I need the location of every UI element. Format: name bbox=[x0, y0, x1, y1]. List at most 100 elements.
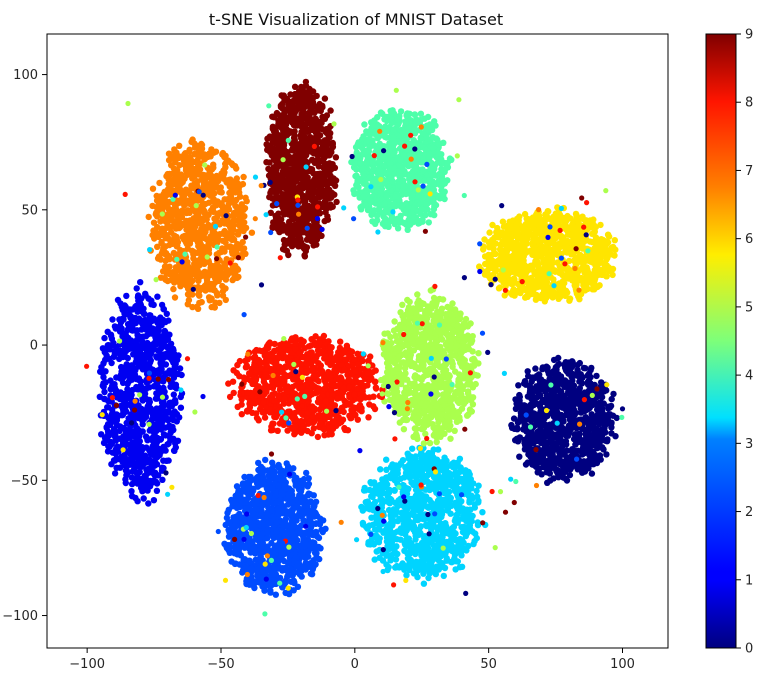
scatter-point bbox=[539, 453, 547, 461]
scatter-point bbox=[123, 292, 130, 300]
scatter-point bbox=[603, 451, 610, 458]
scatter-point bbox=[163, 310, 170, 317]
scatter-point bbox=[383, 456, 390, 463]
scatter-point bbox=[555, 471, 562, 478]
scatter-point bbox=[260, 481, 267, 488]
scatter-point bbox=[426, 559, 434, 567]
scatter-point bbox=[101, 334, 108, 342]
scatter-point bbox=[249, 523, 256, 531]
scatter-point bbox=[160, 457, 167, 464]
scatter-point bbox=[138, 413, 145, 421]
scatter-point bbox=[117, 402, 125, 410]
scatter-point bbox=[447, 497, 454, 504]
scatter-point bbox=[122, 479, 129, 487]
scatter-point bbox=[534, 412, 541, 419]
scatter-point bbox=[562, 364, 569, 372]
scatter-point bbox=[587, 422, 594, 429]
scatter-point bbox=[588, 470, 596, 477]
scatter-point bbox=[521, 406, 528, 414]
scatter-point bbox=[274, 498, 281, 506]
scatter-point bbox=[156, 412, 163, 419]
scatter-point bbox=[411, 472, 418, 480]
scatter-point bbox=[440, 139, 447, 146]
scatter-point bbox=[144, 403, 151, 410]
scatter-point bbox=[133, 375, 140, 383]
scatter-point bbox=[122, 330, 129, 337]
scatter-point bbox=[284, 465, 292, 472]
scatter-point bbox=[154, 319, 162, 326]
scatter-point bbox=[160, 431, 168, 438]
scatter-point bbox=[359, 519, 367, 527]
scatter-point bbox=[176, 365, 184, 372]
scatter-point bbox=[103, 424, 110, 432]
scatter-point bbox=[600, 427, 607, 434]
scatter-point bbox=[385, 506, 393, 514]
scatter-point bbox=[436, 514, 443, 522]
scatter-point bbox=[391, 535, 398, 543]
scatter-point bbox=[515, 382, 522, 389]
scatter-point bbox=[409, 191, 416, 198]
scatter-point bbox=[427, 137, 434, 144]
scatter-point bbox=[361, 121, 368, 128]
scatter-point bbox=[162, 408, 169, 416]
scatter-point bbox=[138, 317, 145, 324]
scatter-point bbox=[576, 385, 583, 392]
scatter-point bbox=[453, 478, 460, 485]
scatter-point bbox=[126, 306, 133, 313]
scatter-point bbox=[521, 420, 528, 427]
scatter-point bbox=[539, 415, 546, 423]
scatter-point bbox=[135, 356, 142, 363]
scatter-point bbox=[403, 118, 410, 126]
scatter-point bbox=[397, 212, 404, 219]
scatter-point bbox=[149, 459, 156, 467]
scatter-point bbox=[232, 513, 239, 521]
scatter-point bbox=[144, 331, 152, 338]
scatter-point bbox=[417, 110, 425, 118]
scatter-point bbox=[136, 300, 144, 307]
scatter-point bbox=[454, 486, 461, 494]
scatter-point bbox=[548, 445, 555, 452]
scatter-point bbox=[151, 346, 158, 353]
scatter-point bbox=[432, 543, 440, 550]
scatter-point bbox=[434, 136, 441, 143]
scatter-point bbox=[529, 374, 536, 381]
scatter-point bbox=[390, 200, 398, 208]
scatter-point bbox=[528, 391, 536, 399]
scatter-point bbox=[153, 487, 161, 494]
scatter-point bbox=[266, 478, 273, 486]
scatter-point bbox=[154, 293, 161, 300]
scatter-point bbox=[358, 503, 365, 511]
scatter-point bbox=[441, 457, 448, 464]
scatter-point bbox=[110, 426, 118, 433]
scatter-point bbox=[128, 488, 135, 495]
scatter-point bbox=[590, 432, 597, 439]
scatter-point bbox=[278, 489, 285, 496]
scatter-point bbox=[402, 531, 409, 538]
scatter-point bbox=[269, 485, 276, 493]
scatter-point bbox=[246, 581, 253, 588]
scatter-point bbox=[541, 443, 549, 450]
scatter-point bbox=[593, 459, 601, 467]
scatter-point bbox=[289, 572, 296, 579]
scatter-point bbox=[356, 175, 363, 183]
scatter-point bbox=[140, 495, 147, 502]
scatter-point bbox=[177, 404, 185, 411]
scatter-point bbox=[424, 113, 432, 121]
scatter-point bbox=[553, 439, 561, 447]
scatter-point bbox=[133, 383, 140, 391]
scatter-point bbox=[511, 425, 518, 432]
scatter-point bbox=[407, 556, 414, 564]
scatter-point bbox=[143, 434, 151, 441]
scatter-point bbox=[431, 523, 438, 530]
scatter-point bbox=[138, 408, 145, 415]
scatter-point bbox=[270, 524, 277, 532]
scatter-point bbox=[134, 429, 141, 437]
scatter-point bbox=[377, 188, 385, 196]
scatter-point bbox=[158, 343, 165, 350]
scatter-point bbox=[381, 218, 388, 225]
scatter-point bbox=[228, 558, 235, 565]
cluster-digit-0 bbox=[508, 354, 620, 486]
scatter-point bbox=[295, 528, 302, 535]
scatter-point bbox=[385, 563, 392, 571]
